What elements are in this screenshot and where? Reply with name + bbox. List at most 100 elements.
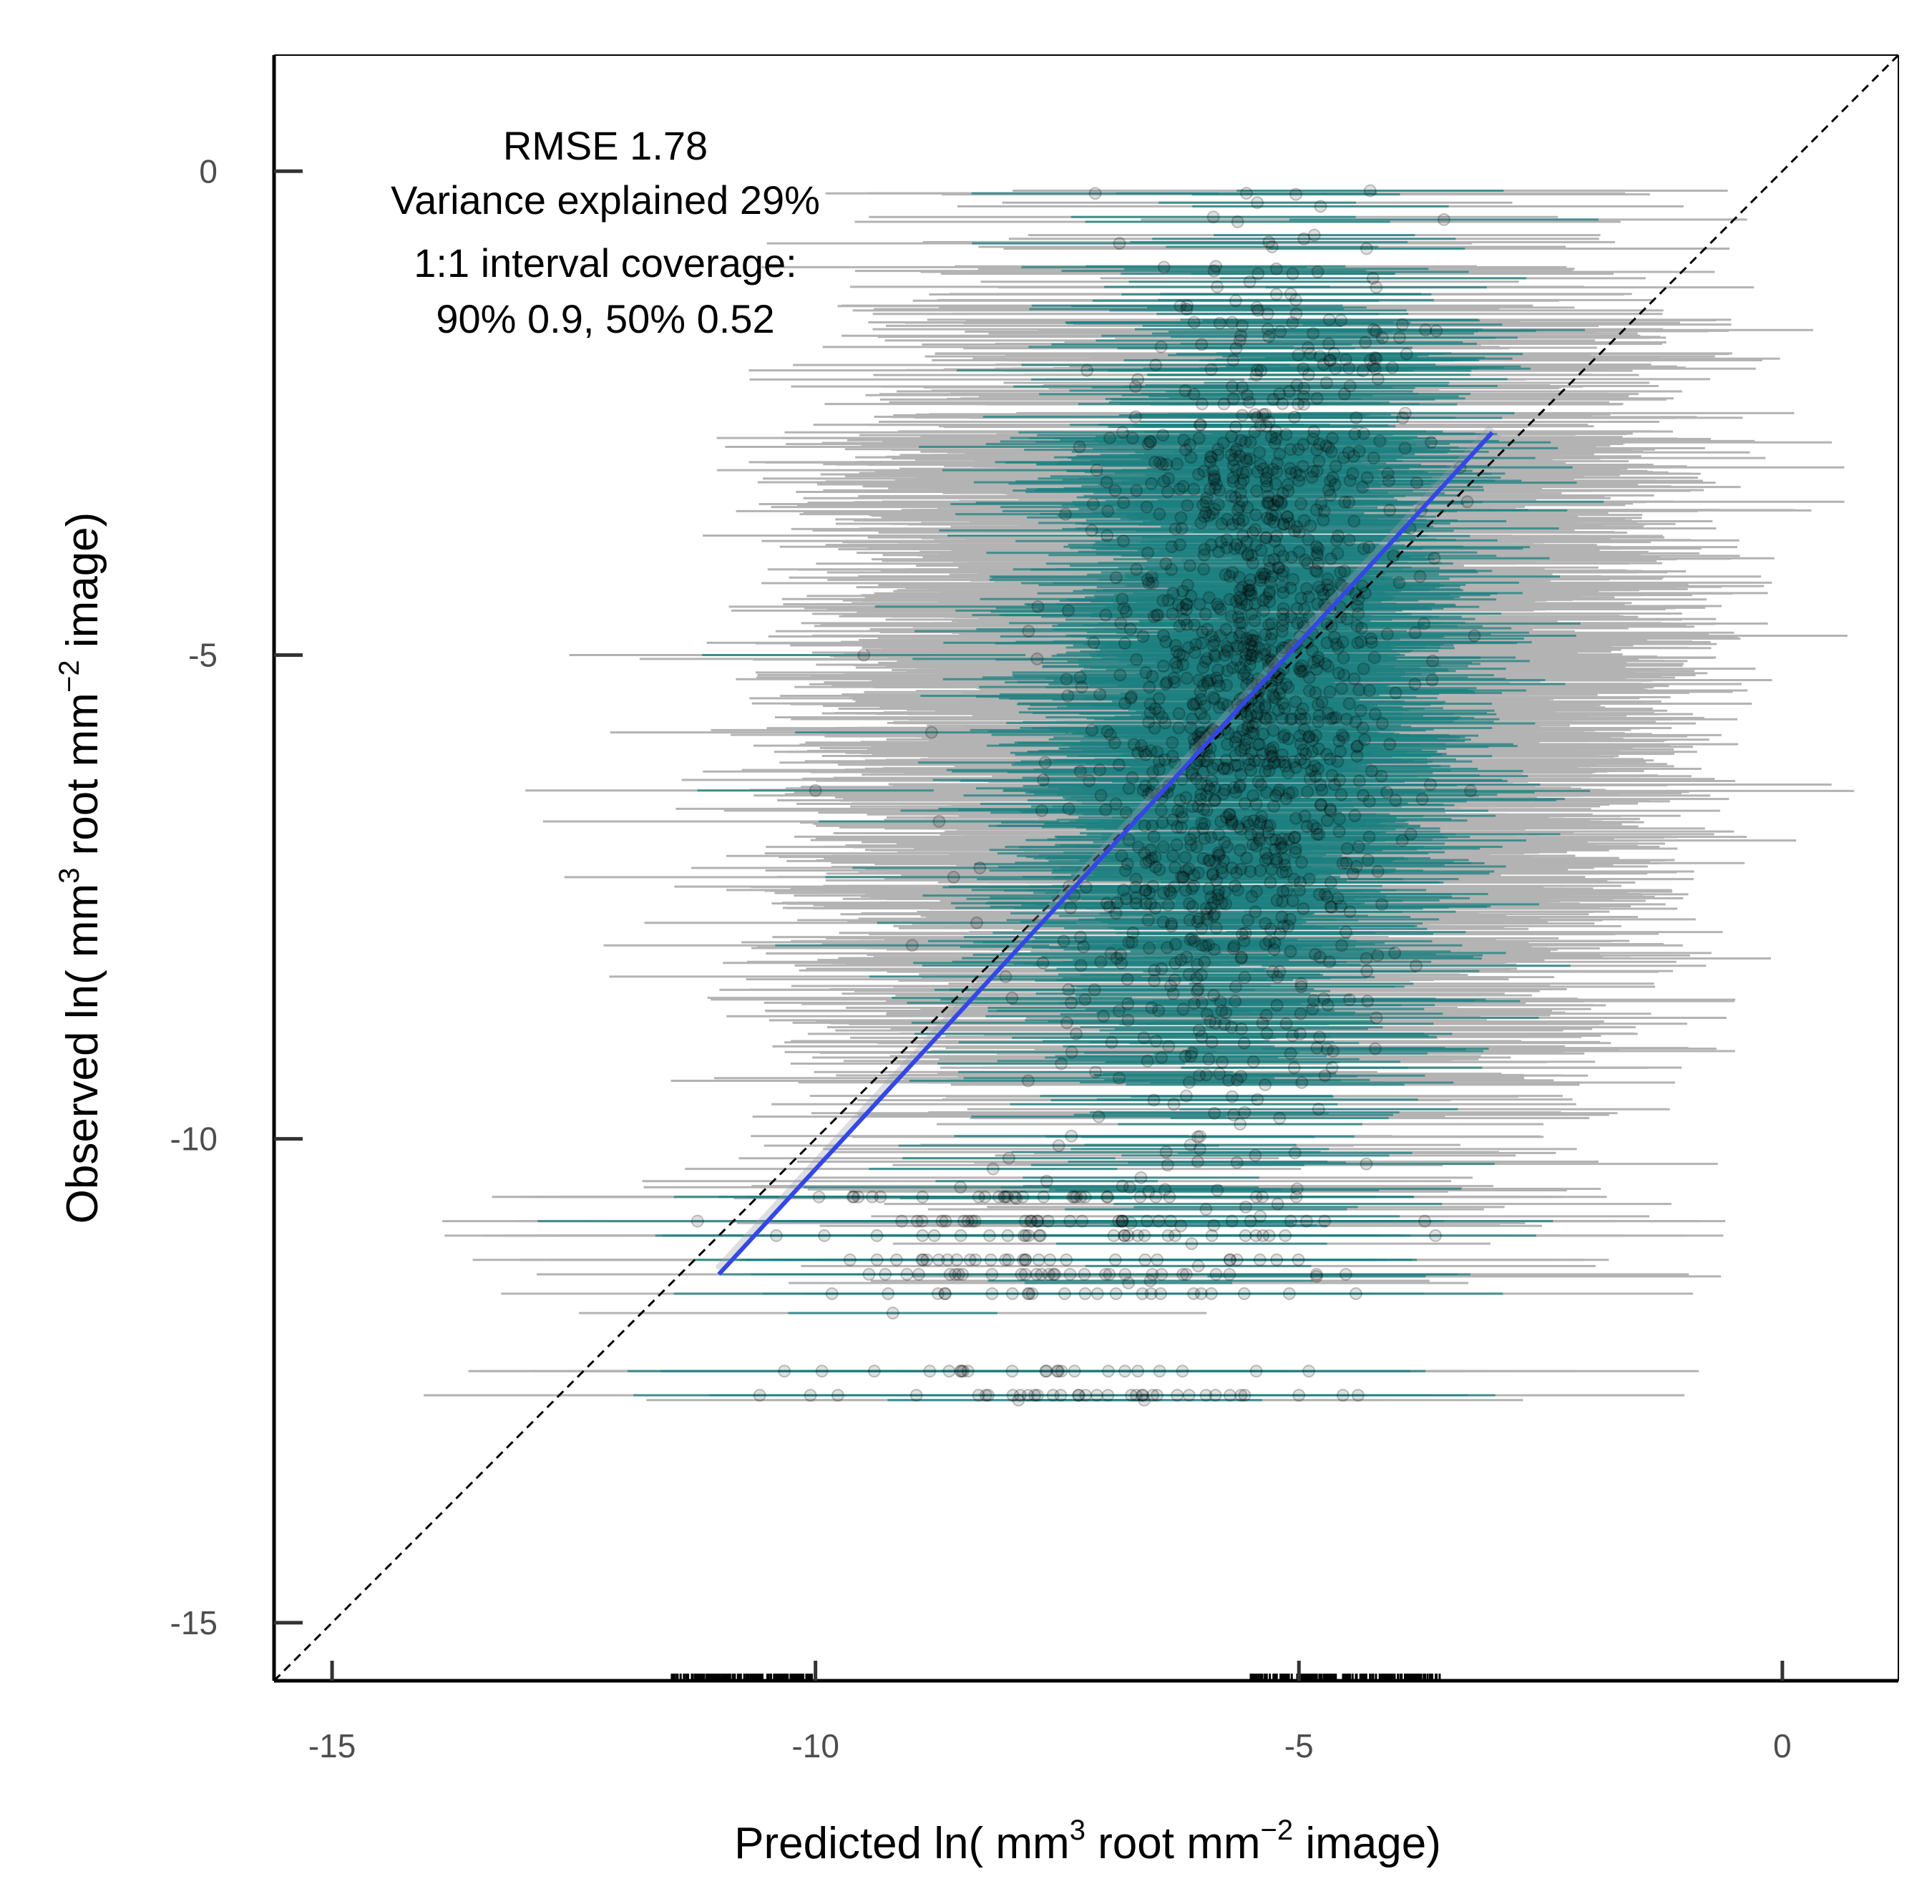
- data-point: [913, 1269, 924, 1280]
- data-point: [1353, 841, 1365, 852]
- data-point: [1174, 795, 1186, 806]
- data-point: [911, 1390, 922, 1401]
- data-point: [1070, 1028, 1082, 1040]
- data-point: [1337, 1390, 1349, 1401]
- data-point: [1372, 374, 1384, 385]
- data-point: [1185, 1139, 1196, 1151]
- data-point: [1171, 839, 1183, 851]
- data-point: [1311, 1043, 1322, 1054]
- data-point: [1040, 757, 1051, 768]
- data-point: [1262, 496, 1274, 507]
- data-point: [1240, 927, 1252, 939]
- data-point: [1370, 1043, 1381, 1055]
- data-point: [1313, 1103, 1324, 1115]
- data-point: [1169, 676, 1180, 688]
- data-point: [1211, 281, 1223, 293]
- data-point: [1171, 821, 1183, 833]
- data-point: [1163, 1040, 1174, 1052]
- data-point: [1086, 524, 1098, 536]
- data-point: [1224, 594, 1235, 605]
- data-point: [1157, 429, 1169, 441]
- data-point: [1265, 923, 1277, 934]
- data-point: [1153, 1005, 1164, 1017]
- data-point: [1310, 565, 1322, 576]
- data-point: [1096, 790, 1107, 801]
- data-point: [1017, 1191, 1028, 1203]
- data-point: [1153, 764, 1165, 776]
- data-point: [1119, 1269, 1131, 1280]
- data-point: [1302, 821, 1313, 832]
- data-point: [1340, 1269, 1352, 1280]
- data-point: [1267, 725, 1279, 736]
- data-point: [1336, 939, 1347, 951]
- data-point: [1043, 1216, 1054, 1227]
- data-point: [1191, 985, 1203, 997]
- data-point: [1259, 712, 1271, 723]
- data-point: [1261, 1010, 1272, 1021]
- data-point: [1148, 1095, 1160, 1106]
- data-point: [1303, 1365, 1314, 1377]
- data-point: [1226, 1091, 1238, 1103]
- data-point: [1160, 558, 1171, 570]
- data-point: [1000, 971, 1011, 982]
- data-point: [1344, 698, 1355, 710]
- data-point: [1360, 1158, 1372, 1170]
- data-point: [1106, 1037, 1118, 1048]
- data-point: [1189, 828, 1200, 839]
- data-point: [1297, 903, 1309, 914]
- data-point: [1105, 729, 1116, 741]
- data-point: [1092, 1288, 1103, 1299]
- data-point: [1156, 963, 1167, 975]
- data-point: [1307, 433, 1319, 444]
- data-point: [1192, 1156, 1204, 1168]
- data-point: [1169, 861, 1181, 873]
- data-point: [1365, 354, 1376, 366]
- data-point: [1344, 534, 1355, 546]
- data-point: [1131, 874, 1142, 885]
- data-point: [1279, 703, 1290, 714]
- data-point: [1041, 1365, 1053, 1377]
- data-point: [1167, 751, 1179, 762]
- data-point: [1289, 1147, 1301, 1158]
- data-point: [1078, 1269, 1090, 1280]
- data-point: [1113, 759, 1125, 771]
- data-point: [1020, 1230, 1032, 1241]
- data-point: [1020, 1254, 1031, 1266]
- data-point: [1146, 1269, 1158, 1280]
- data-point: [1418, 618, 1430, 630]
- data-point: [805, 1390, 816, 1401]
- data-point: [1325, 877, 1337, 888]
- data-point: [1252, 1094, 1263, 1105]
- data-point: [942, 1254, 953, 1266]
- data-point: [1146, 478, 1157, 489]
- data-point: [1201, 1069, 1212, 1080]
- data-point: [1224, 1390, 1236, 1401]
- data-point: [917, 1230, 928, 1241]
- data-point: [1330, 638, 1342, 650]
- data-point: [1184, 898, 1195, 909]
- data-point: [1205, 892, 1216, 903]
- data-point: [1287, 268, 1298, 280]
- data-point: [844, 1254, 856, 1266]
- data-point: [1127, 927, 1138, 939]
- data-point: [1239, 742, 1251, 753]
- data-point: [1213, 499, 1224, 510]
- data-point: [1130, 381, 1141, 392]
- data-point: [1195, 517, 1206, 529]
- data-point: [987, 1163, 999, 1175]
- data-point: [1224, 1269, 1235, 1280]
- data-point: [1357, 790, 1369, 801]
- data-point: [1277, 749, 1288, 761]
- data-point: [1113, 238, 1125, 249]
- data-point: [1240, 1201, 1252, 1213]
- data-point: [1264, 588, 1275, 600]
- data-point: [1254, 1254, 1266, 1266]
- data-point: [1159, 717, 1171, 728]
- data-point: [1231, 1254, 1243, 1266]
- data-point: [1350, 1288, 1362, 1299]
- data-point: [1163, 1191, 1175, 1203]
- data-point: [1090, 187, 1101, 199]
- data-point: [1252, 197, 1263, 208]
- data-point: [1089, 984, 1101, 995]
- data-point: [1312, 716, 1324, 728]
